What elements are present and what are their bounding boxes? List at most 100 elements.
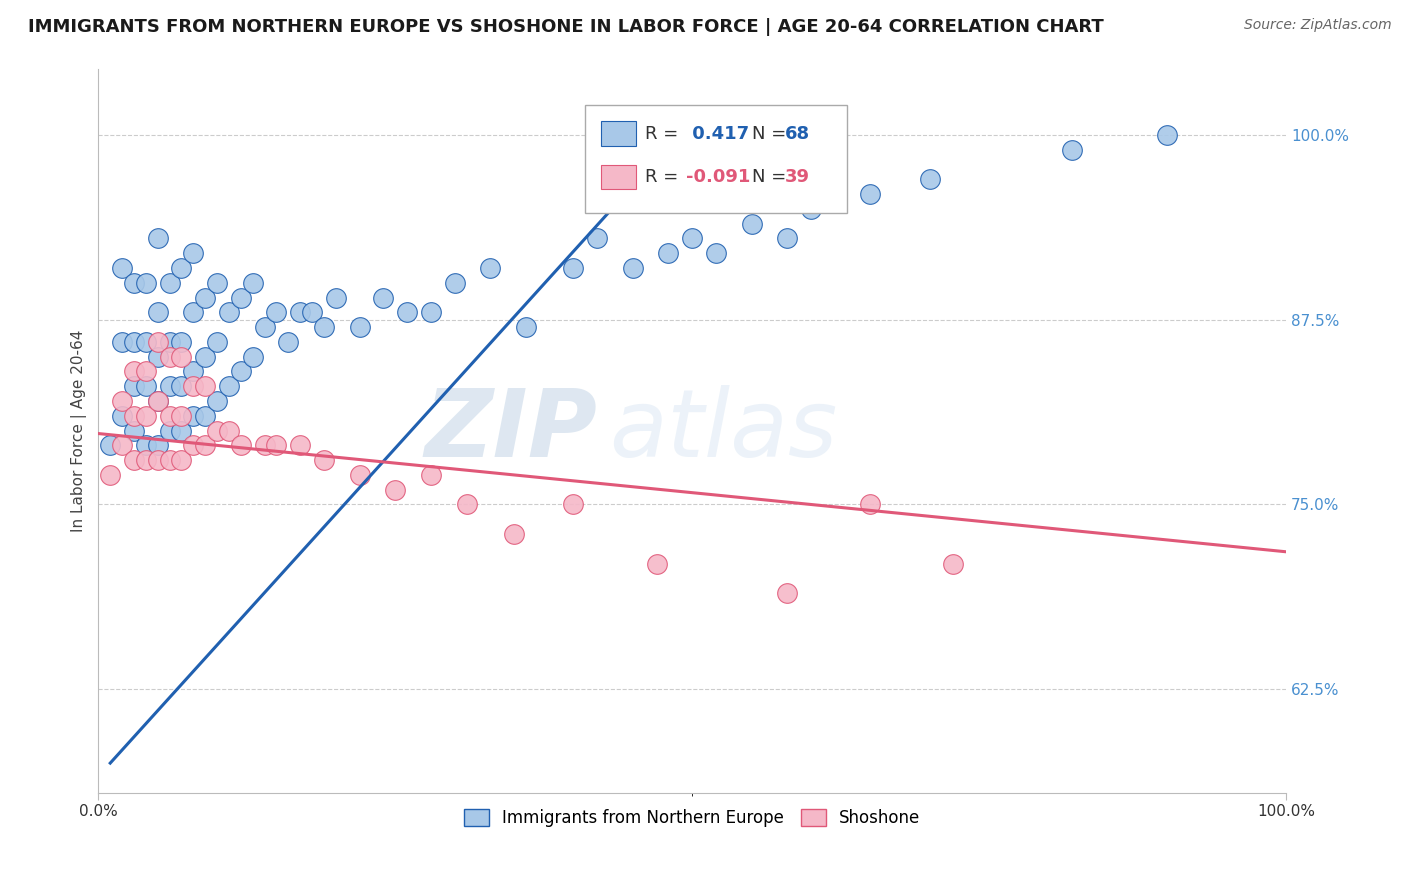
Point bbox=[98, 467, 121, 482]
Point bbox=[159, 276, 181, 290]
Point bbox=[776, 586, 799, 600]
Point bbox=[312, 453, 335, 467]
Point bbox=[111, 334, 134, 349]
Legend: Immigrants from Northern Europe, Shoshone: Immigrants from Northern Europe, Shoshon… bbox=[456, 800, 929, 835]
Point bbox=[146, 394, 169, 409]
Point bbox=[170, 453, 193, 467]
FancyBboxPatch shape bbox=[600, 165, 637, 189]
Point bbox=[135, 276, 157, 290]
Point bbox=[325, 291, 347, 305]
Point bbox=[111, 394, 134, 409]
Point bbox=[242, 350, 264, 364]
Point bbox=[183, 379, 205, 393]
Point bbox=[122, 334, 145, 349]
Point bbox=[479, 260, 502, 275]
Point bbox=[205, 334, 228, 349]
Point bbox=[194, 379, 217, 393]
Text: N =: N = bbox=[752, 168, 792, 186]
Point bbox=[242, 276, 264, 290]
Point bbox=[159, 453, 181, 467]
Point bbox=[122, 276, 145, 290]
Text: N =: N = bbox=[752, 125, 792, 143]
Point bbox=[111, 409, 134, 423]
Point bbox=[515, 320, 537, 334]
Text: 39: 39 bbox=[785, 168, 810, 186]
Point bbox=[290, 305, 312, 319]
Point bbox=[194, 291, 217, 305]
Point bbox=[704, 246, 727, 260]
Point bbox=[146, 394, 169, 409]
Point bbox=[159, 350, 181, 364]
Point bbox=[942, 557, 965, 571]
Point bbox=[373, 291, 395, 305]
Point bbox=[586, 231, 609, 245]
Point bbox=[170, 260, 193, 275]
Point bbox=[205, 394, 228, 409]
Point bbox=[562, 498, 585, 512]
Point bbox=[776, 231, 799, 245]
Point bbox=[253, 438, 276, 452]
Point bbox=[419, 467, 441, 482]
Text: atlas: atlas bbox=[609, 385, 837, 476]
Point bbox=[122, 364, 145, 378]
Point bbox=[205, 276, 228, 290]
Point bbox=[349, 320, 371, 334]
Point bbox=[800, 202, 823, 216]
Text: 68: 68 bbox=[785, 125, 810, 143]
Point bbox=[918, 172, 941, 186]
Point bbox=[657, 246, 679, 260]
Point bbox=[301, 305, 323, 319]
Point bbox=[266, 438, 288, 452]
Point bbox=[135, 379, 157, 393]
Point bbox=[218, 379, 240, 393]
Point bbox=[741, 217, 763, 231]
Point bbox=[146, 438, 169, 452]
Point bbox=[135, 409, 157, 423]
Point bbox=[290, 438, 312, 452]
Point bbox=[229, 438, 252, 452]
Point bbox=[1156, 128, 1178, 142]
Point bbox=[135, 438, 157, 452]
Point bbox=[396, 305, 419, 319]
Point bbox=[159, 334, 181, 349]
Point bbox=[183, 364, 205, 378]
Point bbox=[229, 364, 252, 378]
Point bbox=[419, 305, 441, 319]
Point bbox=[183, 246, 205, 260]
Point bbox=[384, 483, 406, 497]
Point bbox=[621, 260, 644, 275]
Point bbox=[111, 260, 134, 275]
Point bbox=[122, 409, 145, 423]
Point bbox=[266, 305, 288, 319]
Point bbox=[194, 409, 217, 423]
Point bbox=[111, 438, 134, 452]
Point bbox=[159, 424, 181, 438]
Point bbox=[183, 305, 205, 319]
Text: R =: R = bbox=[644, 125, 683, 143]
Point bbox=[277, 334, 299, 349]
Point bbox=[135, 334, 157, 349]
Point bbox=[194, 350, 217, 364]
Point bbox=[170, 379, 193, 393]
Y-axis label: In Labor Force | Age 20-64: In Labor Force | Age 20-64 bbox=[72, 329, 87, 532]
Point bbox=[229, 291, 252, 305]
Point bbox=[146, 350, 169, 364]
Point bbox=[681, 231, 703, 245]
Point bbox=[170, 334, 193, 349]
Point bbox=[170, 409, 193, 423]
Point bbox=[349, 467, 371, 482]
Text: 0.417: 0.417 bbox=[686, 125, 749, 143]
Point bbox=[122, 453, 145, 467]
FancyBboxPatch shape bbox=[600, 121, 637, 146]
Point bbox=[122, 379, 145, 393]
FancyBboxPatch shape bbox=[585, 104, 846, 213]
Point bbox=[443, 276, 465, 290]
Point bbox=[859, 498, 882, 512]
Point bbox=[146, 334, 169, 349]
Point bbox=[503, 527, 526, 541]
Point bbox=[159, 409, 181, 423]
Point bbox=[98, 438, 121, 452]
Point bbox=[218, 305, 240, 319]
Point bbox=[122, 424, 145, 438]
Point bbox=[1062, 143, 1084, 157]
